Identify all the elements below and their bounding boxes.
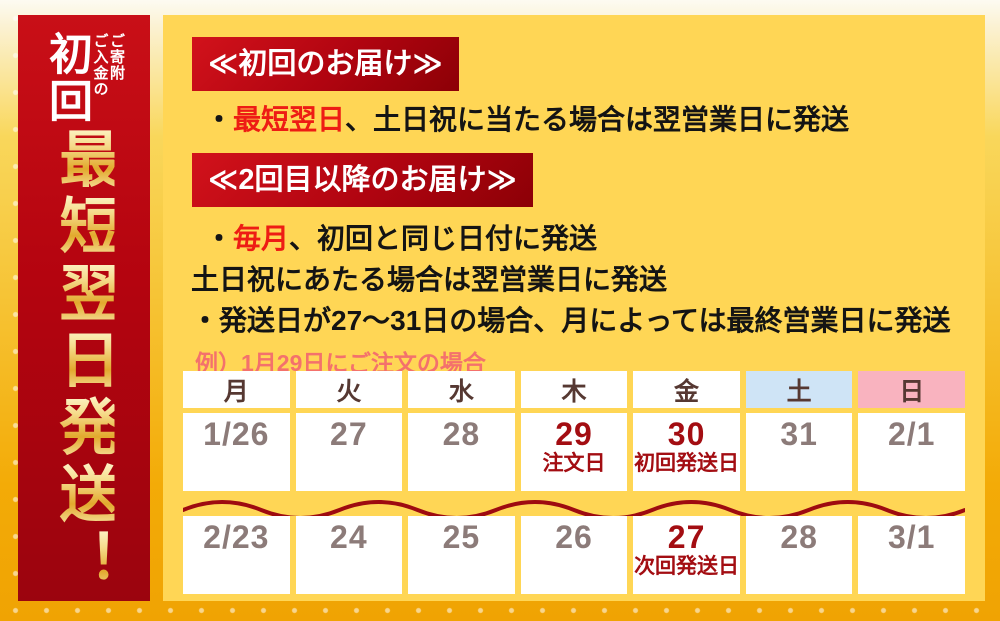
date-label: 1/26 [203,416,270,452]
emphasis-text: 毎月 [233,223,290,254]
calendar-date-cell: 26 [520,516,628,594]
next-ship-date-note: 次回発送日 [634,555,740,579]
calendar-date-cell: 1/26 [183,413,290,491]
weekday-sun: 日 [858,371,965,408]
calendar-date-cell: 27 [295,413,403,491]
calendar-date-cell: 25 [408,516,515,594]
date-label: 30 [667,416,706,452]
date-label: 29 [555,416,593,452]
date-label: 2/1 [887,416,936,452]
first-shipment-banner: 初回 ご入金の ご寄附 最短翌日発送！ [18,15,150,601]
date-label: 25 [442,519,481,555]
weekday-fri: 金 [633,371,740,408]
subsequent-delivery-bullet1: ・毎月、初回と同じ日付に発送 [205,225,597,253]
calendar-date-cell: 3/1 [858,516,965,594]
weekday-thu: 木 [520,371,628,408]
first-delivery-bullet: ・最短翌日、土日祝に当たる場合は翌営業日に発送 [205,106,849,134]
date-label: 27 [330,416,368,452]
weekday-tue: 火 [295,371,403,408]
banner-subtitle: ご入金の ご寄附 [91,33,126,125]
date-label: 28 [442,416,481,452]
weekday-mon: 月 [183,371,290,408]
calendar-date-cell: 2/1 [858,413,965,491]
bullet-marker: ・ [205,104,234,135]
wave-divider [183,500,965,516]
date-label: 28 [780,519,818,555]
bullet-text: 、土日祝に当たる場合は翌営業日に発送 [345,104,850,135]
calendar-date-cell: 28 [408,413,515,491]
date-label: 24 [330,519,368,555]
calendar-next-ship-date-cell: 27 次回発送日 [633,516,740,594]
calendar-week1-row: 1/26 27 28 29 注文日 30 初回発送日 31 2/1 [183,413,965,491]
subsequent-delivery-bullet2: ・発送日が27〜31日の場合、月によっては最終営業日に発送 [191,305,951,336]
first-ship-date-note: 初回発送日 [634,452,740,476]
date-label: 26 [555,519,593,555]
banner-subtitle-right-column: ご寄附 [108,33,125,81]
date-label: 3/1 [887,519,936,555]
date-label: 27 [667,519,706,555]
calendar-date-cell: 24 [295,516,403,594]
weekday-wed: 水 [408,371,515,408]
subsequent-delivery-heading: ≪2回目以降のお届け≫ [192,153,533,207]
bullet-text: 、初回と同じ日付に発送 [289,223,598,254]
banner-subtitle-left-column: ご入金の [91,33,109,97]
calendar-date-cell: 31 [745,413,853,491]
shipping-calendar: 月 火 水 木 金 土 日 1/26 27 28 29 注文日 30 初回発送日 3… [183,371,965,594]
date-label: 31 [780,416,818,452]
emphasis-text: 最短翌日 [233,104,346,135]
order-date-note: 注文日 [542,452,606,476]
first-delivery-heading: ≪初回のお届け≫ [192,37,459,91]
banner-title-block: 初回 ご入金の ご寄附 [18,31,150,125]
bullet-marker: ・ [205,223,234,254]
subsequent-delivery-line2: 土日祝にあたる場合は翌営業日に発送 [191,264,668,295]
banner-title: 初回 [42,31,91,125]
banner-headline: 最短翌日発送！ [50,127,119,596]
weekday-header-row: 月 火 水 木 金 土 日 [183,371,965,408]
shipping-info-panel: ≪初回のお届け≫ ・最短翌日、土日祝に当たる場合は翌営業日に発送 ≪2回目以降の… [163,15,985,601]
calendar-date-cell: 2/23 [183,516,290,594]
weekday-sat: 土 [745,371,853,408]
calendar-order-date-cell: 29 注文日 [520,413,628,491]
calendar-first-ship-date-cell: 30 初回発送日 [633,413,740,491]
calendar-date-cell: 28 [745,516,853,594]
date-label: 2/23 [203,519,270,555]
calendar-week2-row: 2/23 24 25 26 27 次回発送日 28 3/1 [183,516,965,594]
